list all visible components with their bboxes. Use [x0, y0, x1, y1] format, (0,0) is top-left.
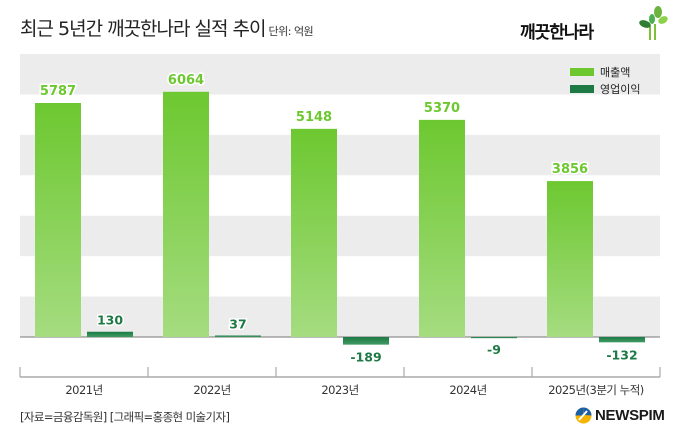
data-label-revenue: 6064 — [168, 73, 204, 88]
newspim-emblem-icon — [575, 407, 592, 424]
data-label-operating-profit: -189 — [350, 350, 381, 365]
data-label-revenue: 5370 — [424, 101, 460, 116]
bar-operating-profit — [343, 337, 389, 345]
title-text: 최근 5년간 깨끗한나라 실적 추이 — [20, 18, 266, 40]
legend: 매출액 영업이익 — [570, 63, 640, 97]
bar-revenue — [419, 119, 465, 337]
data-label-operating-profit: 130 — [97, 313, 123, 328]
grid-band — [20, 134, 660, 176]
x-tick-label: 2023년 — [321, 383, 358, 397]
data-label-operating-profit: -132 — [606, 347, 637, 362]
grid-band — [20, 54, 660, 95]
sprout-icon — [639, 6, 668, 40]
x-tick-label: 2022년 — [193, 383, 230, 397]
bar-revenue — [291, 128, 337, 337]
bar-revenue — [547, 181, 593, 337]
brand-logo-text: 깨끗한나라 — [520, 23, 594, 43]
bar-operating-profit — [599, 337, 645, 343]
legend-item-revenue: 매출액 — [570, 63, 640, 80]
publisher-logo: NEWSPIM — [575, 407, 665, 424]
data-label-revenue: 3856 — [552, 162, 588, 177]
data-label-operating-profit: -9 — [487, 342, 501, 357]
data-label-revenue: 5148 — [296, 110, 332, 125]
legend-label-operating-profit: 영업이익 — [600, 82, 641, 96]
brand-logo: 깨끗한나라 — [520, 6, 668, 43]
unit-label: 단위: 억원 — [268, 25, 314, 38]
chart-title: 최근 5년간 깨끗한나라 실적 추이 단위: 억원 — [20, 14, 314, 41]
x-tick-label: 2021년 — [65, 383, 102, 397]
publisher-name: NEWSPIM — [595, 407, 665, 424]
data-label-operating-profit: 37 — [229, 317, 246, 332]
bar-revenue — [163, 91, 209, 337]
bar-revenue — [35, 103, 81, 337]
x-tick-label: 2025년(3분기 누적) — [548, 383, 644, 397]
legend-swatch-revenue — [570, 67, 594, 76]
legend-item-operating-profit: 영업이익 — [570, 80, 640, 97]
source-credit: [자료=금융감독원] [그래픽=홍종현 미술기자] — [20, 410, 230, 424]
x-tick-label: 2024년 — [449, 383, 486, 397]
legend-label-revenue: 매출액 — [600, 65, 631, 79]
legend-swatch-operating-profit — [570, 84, 594, 93]
bar-operating-profit — [215, 335, 261, 337]
bar-operating-profit — [87, 331, 133, 337]
bar-operating-profit — [471, 337, 517, 339]
data-label-revenue: 5787 — [40, 84, 76, 99]
